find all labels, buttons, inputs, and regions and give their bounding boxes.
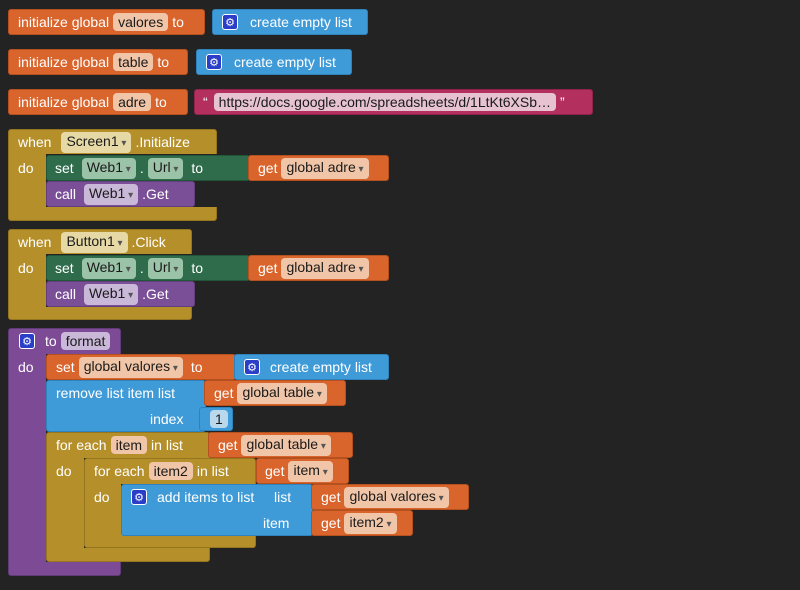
procedure-name-field[interactable]: format	[60, 332, 111, 350]
variable-dropdown[interactable]: global valores	[78, 356, 183, 378]
component-dropdown[interactable]: Web1	[81, 257, 136, 279]
variable-dropdown[interactable]: global table	[241, 434, 331, 456]
for-each-label: for each	[94, 463, 145, 479]
get-label: get	[321, 489, 341, 505]
get-label: get	[218, 437, 238, 453]
init-global-table-block[interactable]	[8, 49, 188, 75]
variable-dropdown[interactable]: item	[288, 460, 333, 482]
component-dropdown[interactable]: Button1	[61, 231, 128, 253]
call-label: call	[55, 286, 77, 302]
when-label: when	[18, 134, 52, 150]
get-label: get	[321, 515, 341, 531]
get-label: get	[258, 160, 278, 176]
to-label: to	[45, 333, 57, 349]
variable-dropdown[interactable]: global valores	[344, 486, 449, 508]
global-name-field[interactable]: table	[113, 53, 154, 71]
create-empty-list-label: create empty list	[250, 14, 352, 30]
when-label: when	[18, 234, 52, 250]
for-each-label: for each	[56, 437, 107, 453]
variable-dropdown[interactable]: global table	[237, 382, 327, 404]
global-name-field[interactable]: valores	[113, 13, 169, 31]
index-label: index	[150, 411, 184, 427]
property-dropdown[interactable]: Url	[147, 157, 184, 179]
component-dropdown[interactable]: Web1	[84, 183, 139, 205]
component-dropdown[interactable]: Screen1	[61, 131, 132, 153]
method-name: .Get	[142, 286, 169, 302]
gear-icon[interactable]: ⚙	[206, 54, 222, 70]
get-label: get	[258, 260, 278, 276]
property-dropdown[interactable]: Url	[147, 257, 184, 279]
variable-dropdown[interactable]: global adre	[281, 157, 369, 179]
list-label: list	[274, 489, 292, 505]
create-empty-list-label: create empty list	[234, 54, 336, 70]
event-name: .Initialize	[135, 134, 190, 150]
component-dropdown[interactable]: Web1	[84, 283, 139, 305]
component-dropdown[interactable]: Web1	[81, 157, 136, 179]
to-label: to	[191, 160, 204, 176]
do-label: do	[18, 160, 34, 176]
init-global-label: initialize global	[18, 14, 110, 30]
set-label: set	[55, 260, 74, 276]
gear-icon[interactable]: ⚙	[131, 489, 147, 505]
url-text-field[interactable]: https://docs.google.com/spreadsheets/d/1…	[213, 93, 556, 111]
set-label: set	[55, 160, 74, 176]
create-empty-list-block[interactable]	[212, 9, 368, 35]
gear-icon[interactable]: ⚙	[222, 14, 238, 30]
get-label: get	[265, 463, 285, 479]
dot-label: .	[139, 260, 144, 276]
remove-list-item-label: remove list item list	[56, 385, 176, 401]
to-label: to	[191, 260, 204, 276]
do-label: do	[18, 260, 34, 276]
in-list-label: in list	[196, 463, 229, 479]
variable-dropdown[interactable]: global adre	[281, 257, 369, 279]
init-global-label: initialize global	[18, 94, 110, 110]
gear-icon[interactable]: ⚙	[19, 333, 35, 349]
do-label: do	[56, 463, 72, 479]
remove-list-item-block[interactable]	[46, 380, 206, 432]
init-global-adre-block[interactable]	[8, 89, 188, 115]
number-field[interactable]: 1	[210, 410, 228, 428]
create-empty-list-block[interactable]	[196, 49, 352, 75]
loop-var-field[interactable]: item2	[148, 462, 193, 480]
event-name: .Click	[131, 234, 166, 250]
init-global-label: initialize global	[18, 54, 110, 70]
variable-dropdown[interactable]: item2	[344, 512, 397, 534]
global-name-field[interactable]: adre	[113, 93, 152, 111]
get-label: get	[214, 385, 234, 401]
gear-icon[interactable]: ⚙	[244, 359, 260, 375]
quote-close: ”	[559, 94, 565, 110]
in-list-label: in list	[151, 437, 183, 453]
to-label: to	[190, 359, 203, 375]
method-name: .Get	[142, 186, 169, 202]
create-empty-list-label: create empty list	[270, 359, 372, 375]
do-label: do	[94, 489, 110, 505]
to-label: to	[157, 54, 170, 70]
add-items-label: add items to list	[157, 489, 255, 505]
call-label: call	[55, 186, 77, 202]
dot-label: .	[139, 160, 144, 176]
to-label: to	[172, 14, 184, 30]
item-label: item	[263, 515, 290, 531]
do-label: do	[18, 359, 34, 375]
to-label: to	[155, 94, 167, 110]
set-label: set	[56, 359, 75, 375]
add-items-to-list-block[interactable]	[121, 484, 313, 536]
quote-open: “	[203, 94, 208, 110]
loop-var-field[interactable]: item	[110, 436, 148, 454]
init-global-valores-block[interactable]	[8, 9, 205, 35]
